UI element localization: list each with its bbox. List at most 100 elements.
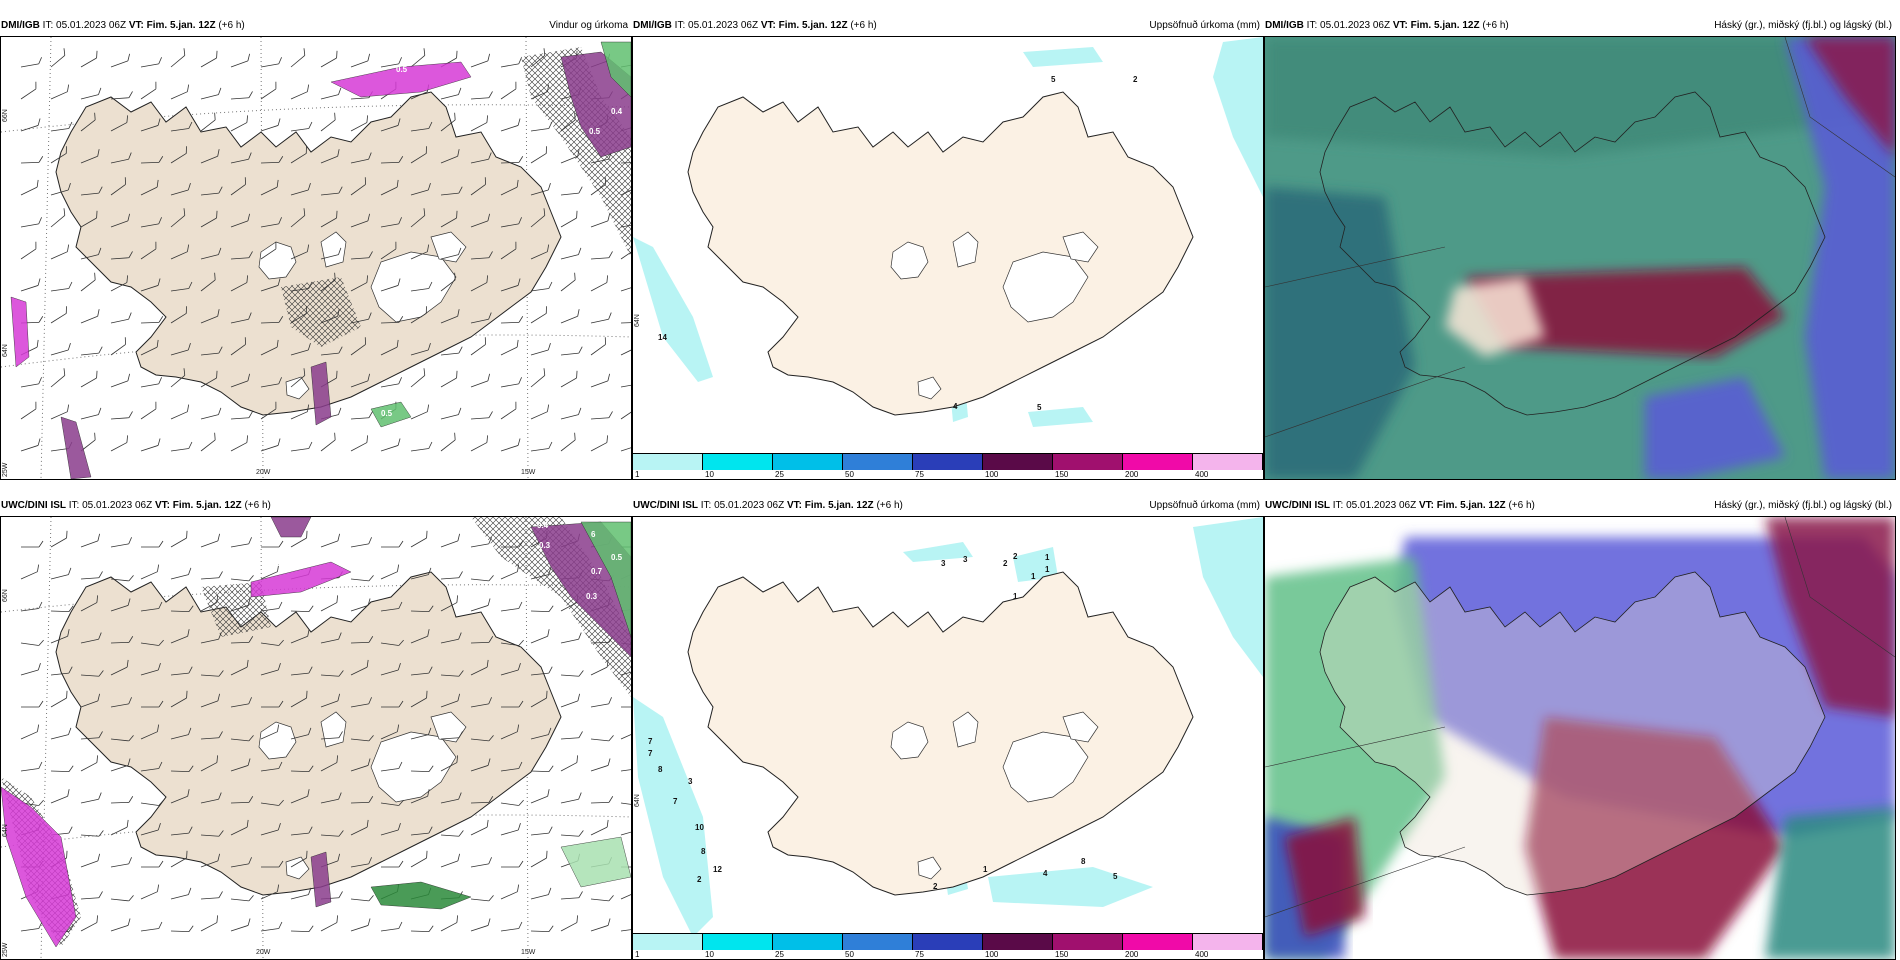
glacier (370, 251, 457, 323)
wind-barb (500, 217, 522, 228)
wind-barb (410, 244, 430, 260)
wind-barb (170, 666, 193, 676)
cloud-area (1265, 187, 1415, 479)
wind-barb (230, 819, 249, 836)
wind-barb (230, 177, 246, 196)
wind-barb (50, 281, 73, 292)
wind-barb (530, 244, 550, 260)
wind-barb (140, 377, 162, 388)
wind-barb (470, 659, 489, 676)
grid-line (1, 104, 631, 133)
boundary-line (1265, 517, 1895, 918)
colorbar-tick: 100 (985, 950, 999, 959)
precip-area (1, 786, 77, 948)
wind-barb (320, 186, 343, 196)
colorbar-swatch (633, 934, 703, 950)
contour-label: 0.5 (381, 409, 393, 418)
contour-label: 7 (648, 737, 653, 746)
wind-barb (620, 285, 631, 292)
iceland-coast (1319, 91, 1826, 416)
wind-barb (230, 857, 252, 868)
wind-barb (470, 152, 492, 164)
wind-barb (470, 537, 492, 548)
contour-label: 2 (697, 875, 702, 884)
wind-barb (470, 251, 493, 260)
map-svg (1, 37, 631, 479)
wind-barb (380, 438, 401, 452)
wind-barb (140, 438, 161, 452)
wind-barb (290, 404, 310, 420)
wind-barb (470, 115, 489, 132)
wind-barb (50, 666, 73, 676)
it-label: IT: (68, 500, 80, 511)
wind-barb (590, 373, 611, 388)
wind-barb (230, 91, 253, 100)
wind-barb (350, 636, 374, 644)
wind-barb (230, 598, 251, 612)
contour-label: 5 (1037, 403, 1042, 412)
wind-barb (230, 312, 252, 324)
it-label: IT: (700, 500, 712, 511)
it-label: IT: (674, 20, 686, 31)
wind-barb (440, 186, 463, 196)
wind-barb (140, 339, 159, 356)
wind-barb (320, 432, 336, 452)
latitude-label: 66N (2, 589, 9, 602)
precip-area (600, 41, 631, 98)
wind-barb (260, 663, 281, 676)
precip-area (1213, 37, 1263, 197)
colorbar-swatch (843, 454, 913, 470)
wind-barb (320, 272, 336, 292)
wind-barb (530, 666, 553, 676)
wind-barb (261, 540, 284, 548)
wind-barb (80, 370, 98, 388)
wind-barb (320, 309, 340, 324)
wind-barb (500, 884, 520, 900)
panel-title: Háský (gr.), miðský (fj.bl.) og lágský (… (1714, 20, 1892, 31)
wind-barb (80, 731, 103, 740)
wind-barb (380, 601, 403, 612)
precip-area (1023, 47, 1103, 67)
iceland-land (687, 91, 1194, 416)
hatch-area (521, 47, 631, 257)
wind-barb (140, 601, 163, 612)
contour-label: 6 (591, 530, 596, 539)
grid-line (525, 517, 529, 959)
wind-barb (470, 213, 491, 228)
wind-barb (140, 564, 160, 580)
map-panel-4: UWC/DINI ISL IT: 05.01.2023 06Z VT: Fim.… (0, 496, 632, 960)
wind-barb (230, 337, 246, 356)
iceland-land (687, 571, 1194, 896)
wind-barb (560, 112, 576, 132)
colorbar-swatch (913, 454, 983, 470)
wind-barb (260, 316, 284, 324)
wind-barb (170, 244, 190, 260)
wind-barb (380, 57, 402, 68)
wind-barb (20, 241, 37, 260)
wind-barb (170, 441, 193, 452)
wind-barb (230, 275, 249, 292)
wind-barb (350, 213, 371, 228)
wind-barb (50, 368, 66, 388)
wind-barb (170, 281, 193, 292)
wind-barb (170, 605, 194, 613)
wind-barb (350, 796, 374, 804)
colorbar-swatch (913, 934, 983, 950)
wind-barb (200, 407, 222, 420)
wind-barb (230, 411, 253, 420)
wind-barb (381, 540, 404, 548)
wind-barb (500, 179, 519, 196)
wind-barb (410, 368, 426, 388)
valid-time: Fim. 5.jan. 12Z (778, 20, 848, 31)
contour-label: 2 (1013, 552, 1018, 561)
wind-barb (350, 735, 374, 742)
precip-area (988, 867, 1153, 907)
wind-barb (590, 275, 609, 292)
wind-barb (260, 217, 282, 228)
panel-title: Vindur og úrkoma (549, 20, 628, 31)
wind-barb (560, 149, 580, 164)
wind-barb (170, 368, 186, 388)
wind-barb (80, 571, 103, 580)
wind-barb (170, 183, 191, 196)
wind-barb (200, 87, 222, 100)
